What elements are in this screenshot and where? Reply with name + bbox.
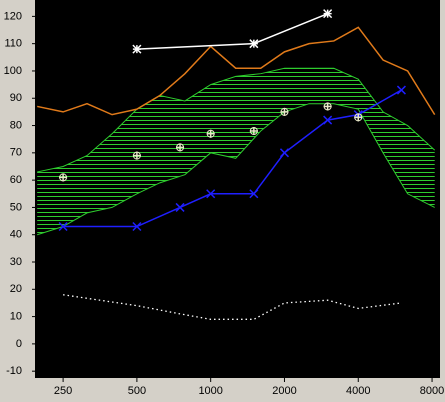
y-tick-label: 50 (10, 201, 22, 213)
x-tick-label: 4000 (346, 385, 370, 397)
marker-x (279, 148, 290, 158)
x-tick-label: 500 (128, 385, 146, 397)
marker-x (58, 221, 68, 232)
x-tick-label: 2000 (272, 385, 296, 397)
band-edge (37, 67, 436, 173)
marker-target (249, 127, 258, 136)
marker-star (323, 9, 333, 19)
y-tick-label: 80 (10, 119, 22, 131)
marker-stroke (175, 202, 185, 212)
marker-stroke (249, 189, 259, 199)
marker-target (280, 107, 289, 116)
marker-star (249, 39, 259, 49)
marker-stroke (206, 189, 216, 199)
marker-x (323, 115, 333, 125)
y-tick-label: 110 (4, 38, 22, 50)
marker-target (176, 143, 185, 152)
marker-x (396, 85, 406, 95)
x-tick-label: 8000 (420, 385, 444, 397)
y-tick-label: 40 (10, 229, 22, 241)
marker-star (132, 44, 142, 54)
marker-target (323, 102, 332, 111)
marker-stroke (279, 148, 290, 158)
marker-stroke (132, 221, 142, 232)
marker-x (175, 202, 185, 212)
marker-target (206, 129, 215, 138)
marker-target (354, 113, 363, 122)
marker-stroke (396, 85, 406, 95)
marker-target (59, 173, 68, 182)
marker-target (132, 151, 141, 160)
y-tick-label: 60 (10, 174, 22, 186)
marker-stroke (58, 221, 68, 232)
y-tick-label: -10 (6, 365, 22, 377)
y-tick-label: 70 (10, 147, 22, 159)
y-tick-label: 100 (4, 65, 22, 77)
y-tick-label: 0 (16, 338, 22, 350)
band-edge (37, 103, 435, 236)
series-line (37, 26, 436, 116)
marker-stroke (323, 115, 333, 125)
y-tick-label: 30 (10, 256, 22, 268)
x-tick-label: 1000 (198, 385, 222, 397)
marker-x (206, 189, 216, 199)
y-tick-label: 90 (10, 92, 22, 104)
y-tick-label: 20 (10, 283, 22, 295)
marker-x (249, 189, 259, 199)
y-tick-label: 10 (10, 310, 22, 322)
marker-x (132, 221, 142, 232)
y-tick-label: 120 (4, 10, 22, 22)
x-tick-label: 250 (54, 385, 72, 397)
